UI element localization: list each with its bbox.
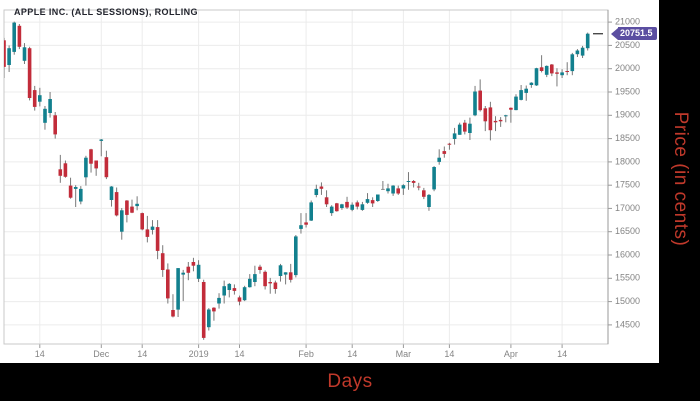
chart-title: APPLE INC. (ALL SESSIONS), ROLLING (14, 7, 198, 17)
x-axis-title-band: Days (0, 363, 700, 401)
x-tick-label: Feb (298, 349, 314, 359)
y-tick-label: 16500 (615, 226, 640, 236)
x-tick-label: 14 (137, 349, 147, 359)
y-tick-label: 18500 (615, 133, 640, 143)
y-tick-label: 15000 (615, 296, 640, 306)
price-tag-arrow-icon (611, 27, 618, 40)
x-axis-title: Days (327, 371, 373, 392)
y-tick-label: 20500 (615, 40, 640, 50)
x-tick-label: 14 (557, 349, 567, 359)
y-tick-label: 17000 (615, 203, 640, 213)
plot-area[interactable]: 14500 15000 15500 16000 16500 17000 17500 18000… (0, 0, 659, 363)
x-tick-label: Dec (93, 349, 110, 359)
x-tick-label: Mar (396, 349, 412, 359)
y-tick-label: 15500 (615, 273, 640, 283)
x-tick-label: 14 (234, 349, 244, 359)
last-price-tag: 20751.5 (611, 27, 657, 40)
candles-group (4, 21, 590, 340)
y-tick-label: 20000 (615, 63, 640, 73)
y-tick-label: 19500 (615, 86, 640, 96)
y-tick-label: 14500 (615, 319, 640, 329)
candlestick-chart[interactable]: 14500 15000 15500 16000 16500 17000 17500 18000… (0, 0, 659, 363)
y-axis-title-band: Price (in cents) (659, 0, 700, 401)
y-axis-title: Price (in cents) (669, 111, 691, 247)
y-tick-label: 21000 (615, 16, 640, 26)
x-tick-label: 14 (347, 349, 357, 359)
x-tick-label: 14 (444, 349, 454, 359)
x-tick-label: Apr (504, 349, 518, 359)
x-tick-label: 2019 (189, 349, 209, 359)
price-tag-value: 20751.5 (618, 27, 657, 40)
y-tick-label: 17500 (615, 180, 640, 190)
y-tick-label: 16000 (615, 249, 640, 259)
y-tick-label: 18000 (615, 156, 640, 166)
x-tick-label: 14 (35, 349, 45, 359)
y-tick-label: 19000 (615, 110, 640, 120)
